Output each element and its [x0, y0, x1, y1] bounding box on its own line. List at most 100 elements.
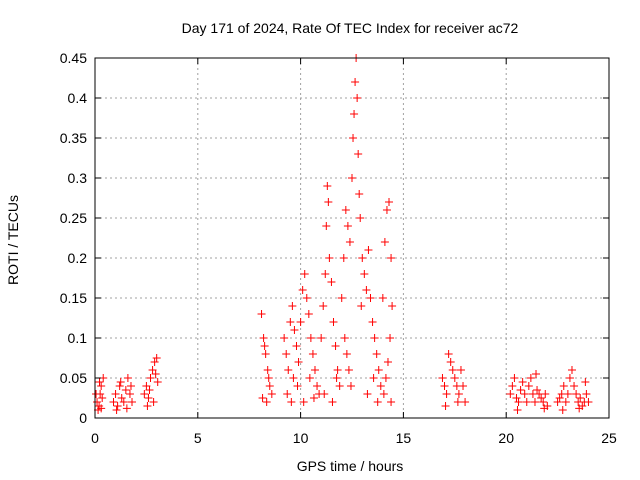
data-point — [383, 358, 392, 366]
data-point — [140, 390, 149, 398]
data-point — [323, 182, 332, 190]
data-point — [537, 394, 546, 402]
data-point — [582, 390, 591, 398]
data-point — [522, 398, 531, 406]
data-point — [257, 310, 266, 318]
y-tick-label: 0 — [79, 410, 87, 426]
data-point — [510, 374, 519, 382]
data-point — [461, 398, 470, 406]
data-point — [372, 350, 381, 358]
data-point — [328, 398, 337, 406]
data-point — [533, 386, 542, 394]
x-tick-label: 10 — [293, 430, 309, 446]
data-point — [152, 354, 161, 362]
data-point — [149, 398, 158, 406]
data-point — [113, 402, 122, 410]
y-axis-label: ROTI / TECUs — [5, 195, 21, 285]
data-point — [366, 294, 375, 302]
data-point — [444, 350, 453, 358]
data-point — [516, 386, 525, 394]
data-point — [125, 390, 134, 398]
data-point — [576, 394, 585, 402]
data-point — [508, 382, 517, 390]
data-point — [559, 382, 568, 390]
data-point — [123, 374, 132, 382]
data-point — [325, 254, 334, 262]
data-point — [98, 394, 107, 402]
data-point — [344, 366, 353, 374]
data-point — [122, 404, 131, 413]
data-point — [356, 214, 365, 222]
data-point — [294, 358, 303, 366]
data-point — [540, 404, 549, 413]
y-tick-label: 0.15 — [60, 290, 87, 306]
data-point — [382, 206, 391, 214]
data-point — [387, 254, 396, 262]
data-point — [321, 270, 330, 278]
data-point — [116, 378, 125, 386]
data-point — [288, 302, 297, 310]
data-point — [357, 302, 366, 310]
data-point — [512, 394, 521, 402]
data-point — [351, 78, 360, 86]
data-point — [379, 390, 388, 398]
data-point — [306, 334, 315, 342]
data-point — [115, 382, 124, 390]
data-point — [354, 150, 363, 158]
data-point — [119, 398, 128, 406]
data-point — [553, 398, 562, 406]
data-point — [292, 342, 301, 350]
data-point — [97, 382, 106, 390]
data-point — [381, 374, 390, 382]
data-point — [258, 394, 267, 402]
data-point — [144, 394, 153, 402]
data-point — [262, 398, 271, 406]
y-tick-label: 0.1 — [68, 330, 88, 346]
data-point — [151, 370, 160, 378]
data-point — [310, 366, 319, 374]
data-point — [150, 358, 159, 366]
data-points — [92, 54, 593, 414]
data-point — [453, 398, 462, 406]
data-point — [524, 382, 533, 390]
data-point — [373, 398, 382, 406]
data-point — [143, 402, 152, 410]
data-point — [438, 374, 447, 382]
data-point — [360, 270, 369, 278]
data-point — [329, 318, 338, 326]
data-point — [308, 350, 317, 358]
data-point — [282, 350, 291, 358]
data-point — [520, 390, 529, 398]
data-point — [459, 382, 468, 390]
data-point — [146, 374, 155, 382]
data-point — [286, 318, 295, 326]
data-point — [331, 342, 340, 350]
data-point — [572, 390, 581, 398]
y-tick-label: 0.35 — [60, 130, 87, 146]
y-tick-label: 0.05 — [60, 370, 87, 386]
data-point — [267, 390, 276, 398]
data-point — [567, 366, 576, 374]
data-point — [563, 390, 572, 398]
data-point — [341, 206, 350, 214]
data-point — [309, 394, 318, 402]
data-point — [350, 110, 359, 118]
data-point — [93, 398, 102, 406]
data-point — [337, 294, 346, 302]
data-point — [340, 334, 349, 342]
data-point — [456, 366, 465, 374]
data-point — [370, 334, 379, 342]
plot-area — [94, 57, 610, 419]
data-point — [541, 390, 550, 398]
data-point — [386, 334, 395, 342]
data-point — [111, 390, 120, 398]
data-point — [261, 350, 270, 358]
axis-ticks: 0 0.05 0.1 0.15 0.2 0.25 0.3 0.35 0.4 0.45 0 5 10 15 2… — [60, 50, 617, 446]
data-point — [112, 406, 121, 414]
data-point — [345, 238, 354, 246]
data-point — [570, 382, 579, 390]
x-tick-label: 0 — [91, 430, 99, 446]
data-point — [513, 406, 522, 414]
data-point — [320, 390, 329, 398]
